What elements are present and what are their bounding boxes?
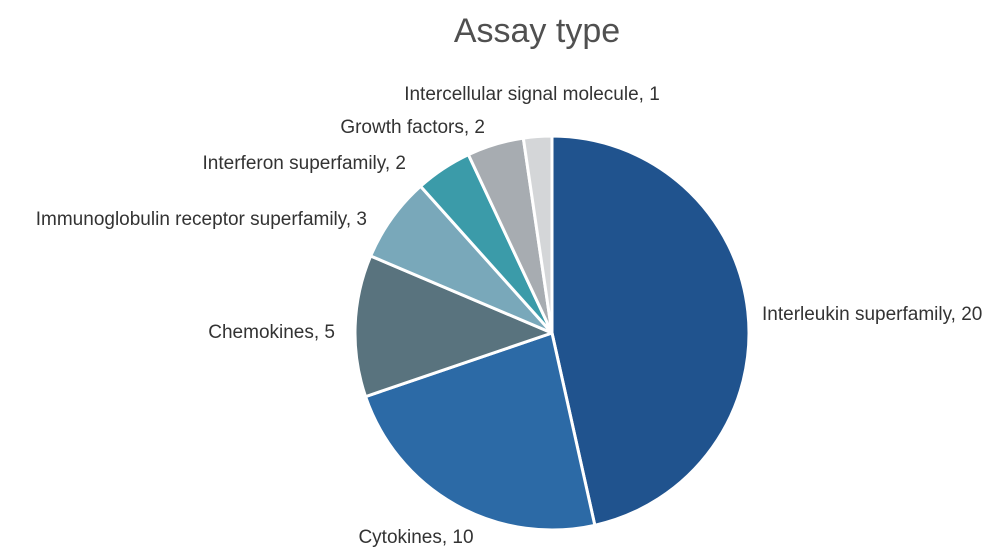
- slice-label-chemokines: Chemokines, 5: [208, 322, 335, 343]
- slice-label-intercellular-signal-molecule: Intercellular signal molecule, 1: [404, 84, 660, 105]
- slice-label-cytokines: Cytokines, 10: [358, 527, 473, 548]
- pie-slice-interleukin-superfamily: [550, 134, 751, 527]
- pie-slices: [353, 134, 751, 532]
- pie-slice-cytokines: [364, 331, 597, 532]
- pie-slice-chemokines: [353, 254, 554, 399]
- chart-title: Assay type: [454, 12, 620, 50]
- slice-label-interleukin-superfamily: Interleukin superfamily, 20: [762, 304, 982, 325]
- slice-labels: Interleukin superfamily, 20 Cytokines, 10…: [36, 84, 983, 548]
- pie-slice-intercellular-signal-molecule: [521, 134, 554, 335]
- slice-label-growth-factors: Growth factors, 2: [340, 117, 485, 138]
- slice-label-immunoglobulin-receptor-superfamily: Immunoglobulin receptor superfamily, 3: [36, 209, 367, 230]
- slice-label-interferon-superfamily: Interferon superfamily, 2: [203, 153, 406, 174]
